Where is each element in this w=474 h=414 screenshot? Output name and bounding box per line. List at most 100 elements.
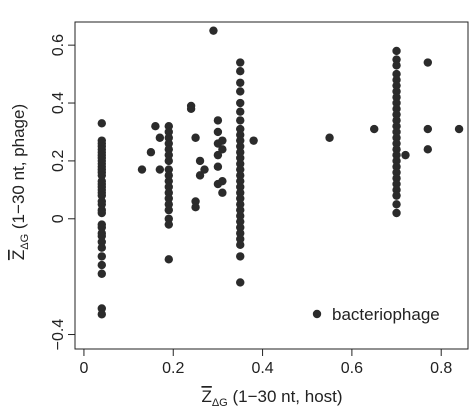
data-point — [97, 191, 106, 200]
data-point — [213, 116, 223, 125]
data-point — [392, 150, 401, 160]
data-point — [454, 124, 464, 134]
data-point — [195, 171, 205, 180]
y-tick-label: −0.4 — [50, 319, 67, 351]
data-point — [164, 121, 173, 131]
data-point — [236, 217, 245, 226]
data-point — [191, 133, 200, 142]
data-point — [236, 176, 245, 186]
data-point — [236, 171, 245, 180]
data-point — [392, 156, 401, 166]
x-tick-label: 0.8 — [430, 360, 452, 377]
data-point — [236, 278, 245, 287]
data-point — [392, 61, 401, 70]
data-point — [392, 110, 401, 119]
data-point — [392, 168, 401, 177]
data-point — [137, 165, 147, 174]
x-axis-title-main: Z — [201, 387, 211, 406]
data-point — [164, 176, 173, 186]
y-tick-label: 0.2 — [50, 150, 67, 172]
data-point — [236, 234, 245, 244]
data-point — [218, 188, 227, 197]
data-point — [209, 26, 218, 35]
y-axis-title: ZΔG (1−30 nt, phage) — [9, 104, 31, 260]
data-point — [392, 174, 401, 183]
data-point — [236, 205, 245, 215]
data-point — [392, 104, 401, 114]
legend-marker — [312, 309, 322, 319]
data-point — [97, 304, 106, 313]
data-point — [392, 200, 401, 209]
data-point — [392, 139, 401, 148]
data-point — [392, 133, 401, 142]
data-point — [392, 208, 401, 218]
data-point — [423, 58, 433, 67]
data-point — [236, 188, 245, 197]
y-axis-title-rest: (1−30 nt, phage) — [9, 104, 28, 234]
data-point — [97, 269, 106, 278]
data-point — [97, 237, 106, 247]
data-point — [155, 133, 165, 142]
data-point — [423, 145, 433, 154]
data-point — [423, 124, 433, 134]
data-point — [236, 142, 245, 151]
data-point — [213, 127, 223, 137]
data-point — [392, 81, 401, 90]
data-point — [97, 223, 106, 232]
data-point — [218, 176, 227, 186]
data-point — [164, 255, 173, 264]
data-point — [392, 55, 401, 64]
data-point — [236, 165, 245, 174]
data-point — [236, 223, 245, 232]
x-axis-title: ZΔG (1−30 nt, host) — [201, 387, 342, 409]
data-point — [236, 107, 245, 116]
data-point — [236, 130, 245, 140]
data-point — [236, 159, 245, 168]
y-tick-label: 0.4 — [50, 92, 67, 114]
y-axis: −0.4 0 0.2 0.4 0.6 — [50, 34, 75, 350]
data-point — [236, 229, 245, 238]
data-point — [236, 148, 245, 157]
data-point — [213, 162, 223, 171]
data-point — [164, 194, 173, 203]
x-axis-title-rest: (1−30 nt, host) — [228, 387, 343, 406]
data-point — [218, 145, 227, 154]
data-point — [392, 46, 401, 56]
data-point — [325, 133, 334, 142]
data-point — [97, 243, 106, 252]
data-point — [164, 171, 173, 180]
data-point — [195, 156, 205, 166]
data-point — [164, 214, 173, 223]
data-point — [236, 58, 245, 67]
data-point — [236, 124, 245, 134]
plot-frame — [74, 21, 469, 350]
data-point — [392, 75, 401, 85]
data-point — [392, 87, 401, 96]
data-point — [164, 188, 173, 197]
data-point — [370, 124, 379, 134]
data-point — [236, 194, 245, 203]
data-point — [97, 310, 106, 319]
data-point — [164, 205, 173, 215]
x-tick-label: 0.2 — [162, 360, 184, 377]
data-point — [164, 165, 173, 174]
data-points — [97, 26, 464, 319]
data-point — [164, 182, 173, 192]
legend-label: bacteriophage — [332, 305, 440, 324]
data-point — [97, 171, 106, 180]
x-tick-label: 0.4 — [251, 360, 273, 377]
data-point — [97, 252, 106, 261]
data-point — [392, 162, 401, 171]
data-point — [392, 191, 401, 200]
data-point — [213, 150, 223, 160]
data-point — [97, 119, 106, 128]
data-point — [236, 252, 245, 261]
data-point — [236, 136, 245, 145]
data-point — [164, 156, 173, 166]
legend: bacteriophage — [312, 305, 440, 324]
data-point — [191, 197, 200, 206]
data-point — [97, 208, 106, 218]
data-point — [236, 78, 245, 87]
x-axis-title-sub: ΔG — [212, 397, 228, 409]
